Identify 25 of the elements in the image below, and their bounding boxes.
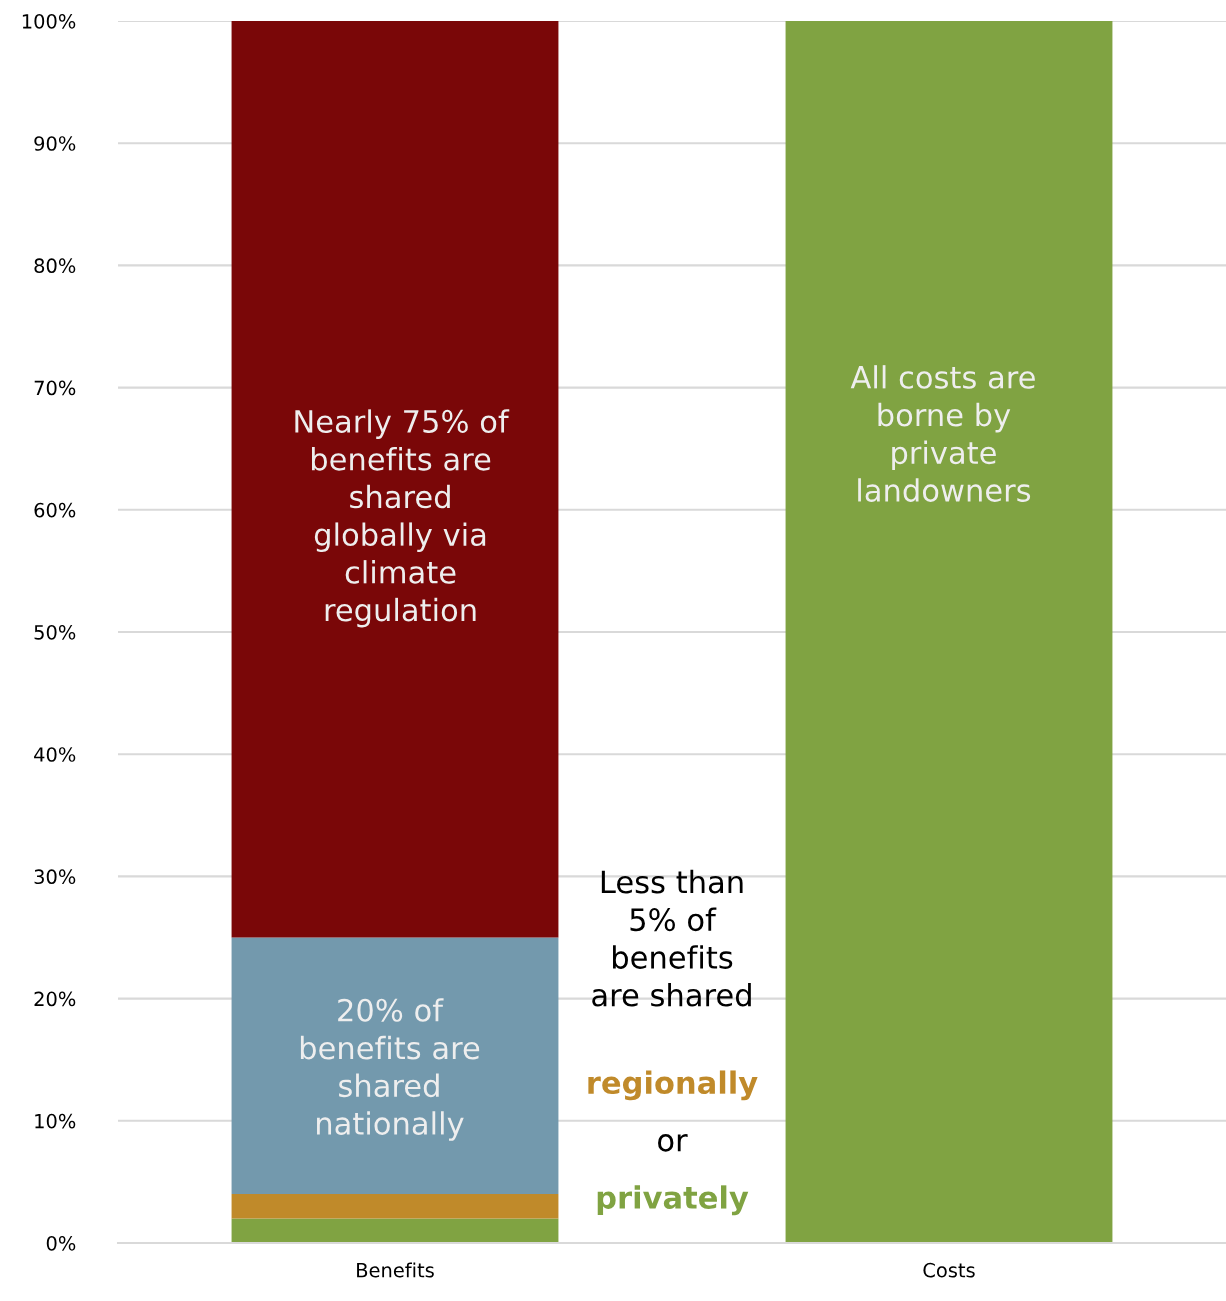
x-tick-label: Costs bbox=[923, 1262, 975, 1278]
bar bbox=[231, 937, 559, 1195]
bar bbox=[785, 21, 1113, 1243]
y-tick-label: 30% bbox=[34, 869, 76, 885]
annotation: All costs are borne by private landowners bbox=[850, 365, 1035, 502]
y-tick-label: 20% bbox=[34, 991, 76, 1007]
annotation: 20% of benefits are shared nationally bbox=[300, 998, 480, 1141]
annotation: Less than 5% of benefits are shared bbox=[592, 869, 751, 1007]
y-tick-label: 0% bbox=[46, 1235, 76, 1251]
annotation: regionally bbox=[588, 1070, 758, 1101]
annotation: privately bbox=[597, 1185, 749, 1216]
y-tick-label: 90% bbox=[34, 136, 76, 151]
bar bbox=[231, 1218, 559, 1243]
y-tick-label: 80% bbox=[34, 258, 76, 274]
bar bbox=[231, 21, 559, 938]
y-tick-label: 60% bbox=[34, 502, 76, 518]
annotation: Nearly 75% of benefits are shared globally via climate regulation bbox=[295, 409, 510, 628]
bar bbox=[231, 1194, 559, 1219]
y-tick-label: 70% bbox=[34, 380, 76, 396]
x-tick-label: Benefits bbox=[357, 1262, 434, 1278]
annotation: or bbox=[658, 1134, 688, 1152]
y-tick-label: 50% bbox=[34, 624, 76, 640]
y-tick-label: 40% bbox=[34, 747, 76, 762]
y-tick-label: 10% bbox=[35, 1113, 76, 1129]
y-tick-label: 100% bbox=[22, 13, 76, 29]
